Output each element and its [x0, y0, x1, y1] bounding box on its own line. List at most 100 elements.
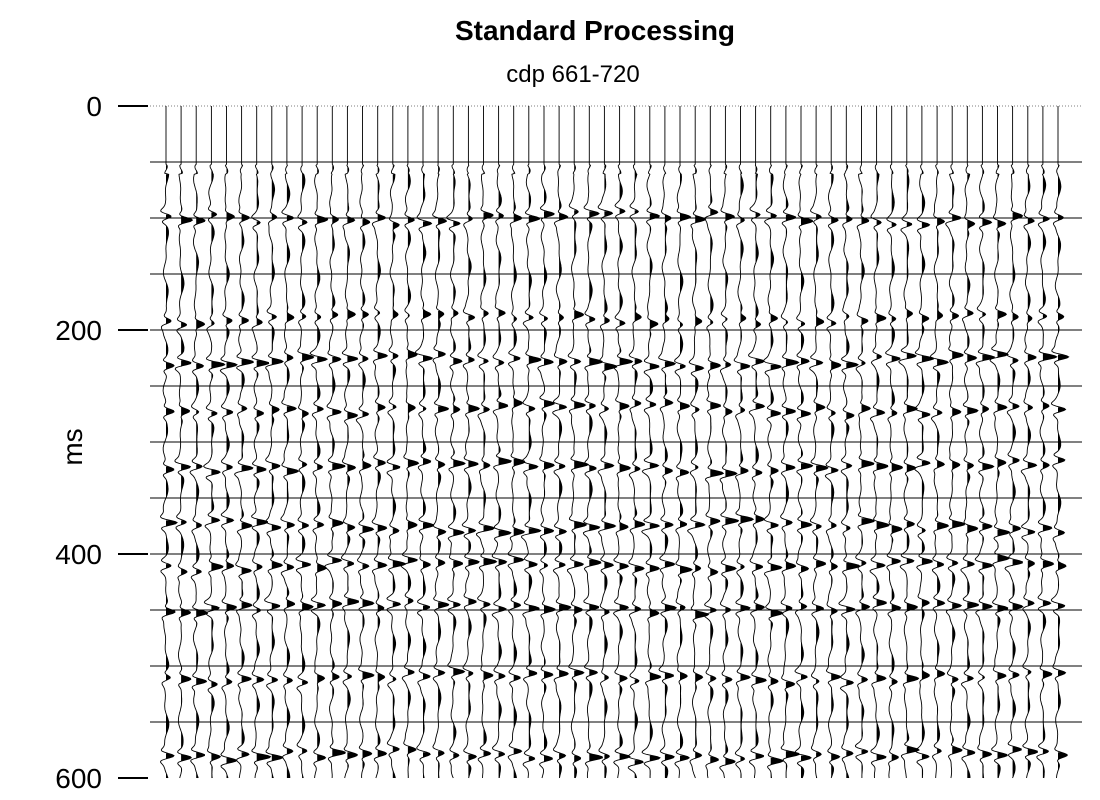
trace-fill-676 [392, 165, 406, 778]
trace-fill-661 [166, 165, 178, 778]
trace-707 [854, 106, 875, 778]
chart-subtitle: cdp 661-720 [506, 61, 639, 88]
trace-fill-678 [423, 165, 434, 778]
trace-709 [885, 106, 904, 779]
trace-705 [824, 106, 842, 779]
trace-fill-671 [317, 168, 328, 762]
trace-695 [674, 106, 693, 779]
trace-690 [597, 106, 618, 779]
y-tick-label: 600 [55, 763, 102, 794]
y-axis-label: ms [57, 428, 88, 465]
trace-683 [491, 106, 513, 779]
trace-fill-708 [876, 171, 890, 762]
trace-fill-707 [861, 173, 874, 778]
trace-694 [658, 106, 678, 779]
trace-666 [234, 106, 254, 779]
trace-675 [371, 106, 389, 779]
trace-719 [1036, 106, 1058, 779]
trace-700 [748, 106, 767, 779]
trace-673 [340, 106, 359, 779]
trace-fill-668 [271, 165, 284, 778]
trace-662 [174, 106, 194, 779]
timing-lines [150, 105, 1082, 723]
y-tick-label: 400 [55, 539, 102, 570]
trace-671 [309, 106, 329, 779]
trace-fill-670 [302, 165, 314, 778]
trace-fill-686 [544, 165, 556, 763]
trace-716 [989, 106, 1011, 779]
trace-688 [566, 106, 590, 779]
trace-fill-712 [937, 169, 949, 755]
trace-704 [809, 106, 829, 779]
trace-fill-685 [528, 167, 541, 763]
trace-fill-666 [241, 165, 254, 758]
trace-fill-696 [695, 167, 709, 779]
trace-684 [507, 106, 526, 779]
trace-fill-718 [1027, 165, 1038, 774]
y-tick-label: 200 [55, 315, 102, 346]
trace-fill-682 [483, 172, 497, 757]
trace-fill-709 [891, 171, 903, 762]
trace-674 [355, 106, 375, 779]
trace-fill-695 [680, 165, 693, 762]
trace-fill-710 [906, 168, 920, 754]
trace-fill-681 [468, 165, 480, 778]
trace-fill-664 [211, 169, 225, 779]
trace-720 [1050, 106, 1070, 779]
trace-fill-720 [1058, 165, 1069, 772]
trace-710 [898, 106, 920, 778]
trace-fill-714 [967, 165, 979, 778]
trace-fill-698 [725, 165, 739, 766]
trace-664 [203, 106, 226, 779]
trace-fill-672 [332, 165, 346, 757]
trace-681 [461, 106, 480, 779]
trace-fill-697 [710, 165, 724, 764]
trace-698 [719, 106, 740, 779]
trace-697 [703, 106, 725, 779]
trace-667 [251, 106, 272, 779]
trace-678 [414, 106, 435, 779]
trace-669 [280, 106, 300, 778]
trace-714 [960, 106, 979, 778]
trace-fill-715 [982, 168, 995, 778]
trace-701 [763, 106, 784, 779]
trace-fill-719 [1042, 168, 1057, 778]
trace-fill-713 [952, 171, 965, 755]
trace-fill-705 [831, 165, 841, 778]
trace-fill-689 [589, 165, 603, 763]
trace-fill-703 [801, 165, 813, 778]
trace-665 [219, 106, 238, 779]
trace-fill-687 [559, 165, 571, 778]
trace-686 [537, 106, 556, 779]
trace-687 [552, 106, 572, 779]
trace-fill-711 [921, 171, 934, 778]
trace-718 [1020, 106, 1039, 779]
trace-706 [838, 106, 861, 779]
trace-fill-700 [755, 166, 767, 759]
trace-680 [446, 106, 466, 779]
trace-689 [582, 106, 604, 779]
trace-fill-694 [664, 172, 677, 779]
y-tick-label: 0 [86, 91, 102, 122]
trace-717 [1004, 106, 1024, 779]
trace-fill-693 [649, 165, 661, 778]
trace-fill-669 [286, 165, 299, 778]
trace-685 [521, 106, 542, 779]
trace-fill-665 [226, 167, 237, 779]
trace-fill-684 [513, 172, 525, 779]
trace-715 [974, 106, 995, 779]
trace-712 [930, 106, 950, 778]
trace-fill-699 [740, 171, 754, 778]
chart-title: Standard Processing [455, 15, 735, 46]
trace-696 [687, 106, 710, 779]
trace-676 [386, 106, 407, 779]
trace-692 [627, 106, 646, 779]
trace-fill-717 [1012, 168, 1023, 778]
seismic-traces [160, 106, 1070, 779]
trace-fill-663 [196, 171, 208, 778]
trace-708 [869, 106, 891, 779]
trace-fill-680 [453, 169, 466, 779]
trace-691 [612, 106, 634, 779]
trace-fill-690 [604, 165, 617, 778]
